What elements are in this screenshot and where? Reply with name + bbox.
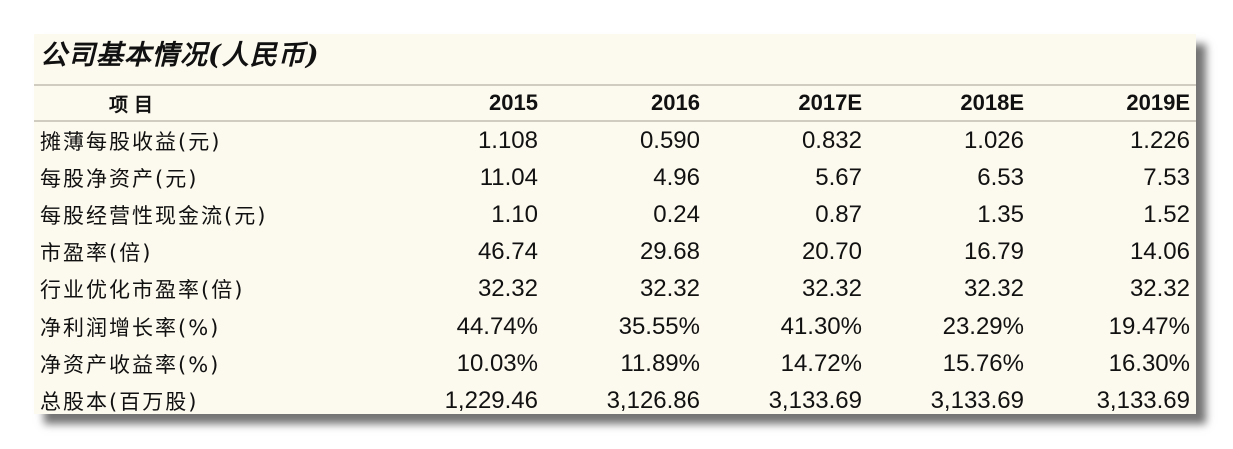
table-cell: 15.76% (942, 349, 1024, 377)
table-cell: 1.10 (491, 200, 538, 228)
table-cell: 3,133.69 (1096, 386, 1190, 414)
row-label: 每股经营性现金流(元) (40, 203, 268, 228)
financial-table: 项目 2015 2016 2017E 2018E 2019E 摊薄每股收益(元)… (34, 86, 1196, 420)
column-header-2016: 2016 (544, 86, 706, 122)
row-label: 市盈率(倍) (40, 241, 153, 266)
table-row: 摊薄每股收益(元) 1.108 0.590 0.832 1.026 1.226 (34, 121, 1196, 159)
table-cell: 16.79 (963, 238, 1024, 266)
table-cell: 20.70 (801, 238, 862, 266)
table-cell: 19.47% (1108, 312, 1190, 340)
table-cell: 32.32 (801, 275, 862, 303)
table-cell: 0.832 (801, 126, 862, 154)
table-cell: 6.53 (977, 163, 1024, 191)
table-cell: 11.89% (620, 349, 700, 377)
row-label: 每股净资产(元) (40, 166, 199, 191)
table-cell: 23.29% (942, 312, 1024, 340)
table-row: 每股净资产(元) 11.04 4.96 5.67 6.53 7.53 (34, 159, 1196, 196)
table-cell: 4.96 (653, 163, 700, 191)
table-cell: 3,133.69 (768, 386, 862, 414)
row-label: 总股本(百万股) (40, 389, 199, 414)
table-cell: 10.03% (456, 349, 538, 377)
table-cell: 5.67 (815, 163, 862, 191)
financial-summary-card: 公司基本情况(人民币) 项目 2015 2016 2017E 2018E 201… (34, 34, 1196, 414)
table-cell: 14.06 (1129, 238, 1190, 266)
table-row: 市盈率(倍) 46.74 29.68 20.70 16.79 14.06 (34, 234, 1196, 271)
table-cell: 35.55% (618, 312, 700, 340)
table-row: 每股经营性现金流(元) 1.10 0.24 0.87 1.35 1.52 (34, 196, 1196, 233)
table-cell: 1,229.46 (444, 386, 538, 414)
table-cell: 1.026 (963, 126, 1024, 154)
table-cell: 1.108 (477, 126, 538, 154)
table-cell: 14.72% (780, 349, 862, 377)
table-cell: 1.226 (1129, 126, 1190, 154)
table-cell: 32.32 (1129, 275, 1190, 303)
table-cell: 32.32 (963, 275, 1024, 303)
table-cell: 44.74% (456, 312, 538, 340)
table-cell: 0.590 (639, 126, 700, 154)
row-label: 摊薄每股收益(元) (40, 129, 222, 154)
table-cell: 0.24 (653, 200, 700, 228)
table-cell: 1.35 (977, 200, 1024, 228)
column-header-2018e: 2018E (868, 86, 1030, 122)
table-cell: 11.04 (479, 163, 538, 191)
table-row: 净利润增长率(%) 44.74% 35.55% 41.30% 23.29% 19.47% (34, 308, 1196, 345)
table-cell: 7.53 (1143, 163, 1190, 191)
header-row: 项目 2015 2016 2017E 2018E 2019E (34, 86, 1196, 122)
column-header-item: 项目 (34, 86, 394, 122)
row-label: 行业优化市盈率(倍) (40, 278, 245, 303)
table-cell: 41.30% (780, 312, 862, 340)
column-header-2015: 2015 (394, 86, 544, 122)
table-cell: 3,126.86 (606, 386, 700, 414)
title-divider (34, 84, 1196, 86)
row-label: 净利润增长率(%) (40, 315, 221, 340)
table-row: 净资产收益率(%) 10.03% 11.89% 14.72% 15.76% 16.30% (34, 345, 1196, 382)
table-cell: 32.32 (477, 275, 538, 303)
table-cell: 16.30% (1108, 349, 1190, 377)
table-cell: 46.74 (477, 238, 538, 266)
column-header-2019e: 2019E (1030, 86, 1196, 122)
table-row: 行业优化市盈率(倍) 32.32 32.32 32.32 32.32 32.32 (34, 271, 1196, 308)
table-row: 总股本(百万股) 1,229.46 3,126.86 3,133.69 3,133.69… (34, 382, 1196, 419)
table-cell: 29.68 (639, 238, 700, 266)
table-cell: 32.32 (639, 275, 700, 303)
table-title: 公司基本情况(人民币) (40, 40, 320, 71)
table-cell: 3,133.69 (930, 386, 1024, 414)
column-header-2017e: 2017E (706, 86, 868, 122)
row-label: 净资产收益率(%) (40, 352, 221, 377)
table-cell: 0.87 (815, 200, 862, 228)
table-cell: 1.52 (1143, 200, 1190, 228)
